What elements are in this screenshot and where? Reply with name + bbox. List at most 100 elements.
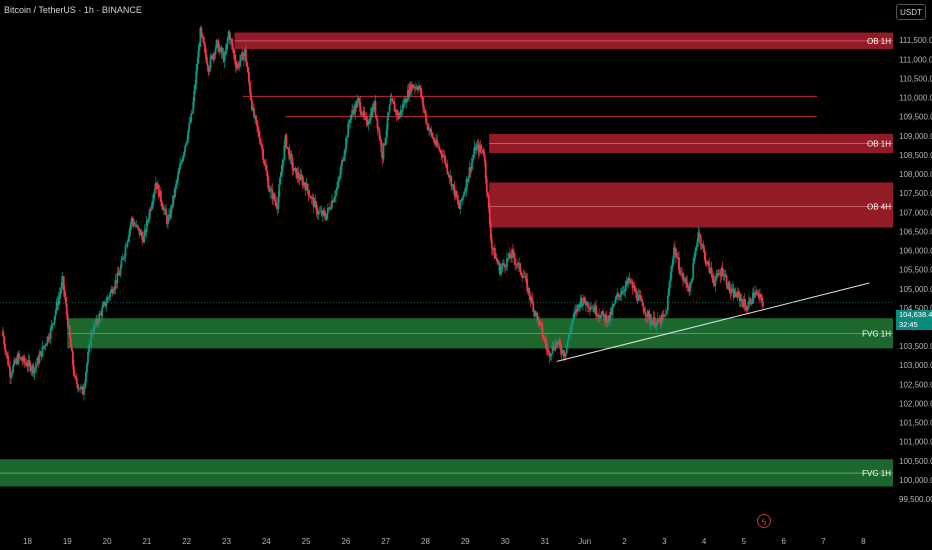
y-tick-label: 103,500.00	[899, 342, 932, 351]
y-tick-label: 106,000.00	[899, 247, 932, 256]
candle-body	[2, 330, 4, 337]
candle-body	[667, 287, 670, 296]
candle-body	[202, 36, 205, 43]
candle-body	[718, 273, 721, 275]
candle-body	[177, 173, 179, 181]
lightning-bolt-icon[interactable]: ϟ	[757, 514, 771, 528]
x-tick-label: 23	[222, 537, 231, 546]
candle-body	[681, 273, 683, 275]
candle-body	[469, 167, 472, 171]
candle-body	[701, 244, 704, 246]
candle-body	[256, 120, 258, 127]
candle-body	[131, 218, 134, 222]
candle-body	[192, 101, 195, 114]
candle-body	[162, 206, 164, 211]
candle-body	[281, 164, 284, 173]
candle-body	[700, 243, 703, 245]
candle-body	[564, 352, 567, 357]
candle-body	[705, 262, 708, 265]
candle-body	[719, 273, 722, 277]
candle-body	[7, 355, 9, 366]
candle-body	[534, 311, 537, 317]
candle-body	[366, 120, 369, 126]
candle-body	[126, 241, 129, 247]
candle-body	[645, 316, 648, 318]
candle-body	[8, 365, 10, 368]
candle-body	[628, 277, 631, 281]
candle-body	[503, 262, 505, 265]
candle-body	[163, 209, 165, 211]
candle-body	[744, 304, 747, 310]
y-tick-label: 107,500.00	[899, 189, 932, 198]
candle-body	[374, 101, 377, 115]
candle-body	[252, 108, 254, 110]
candle-body	[706, 261, 709, 265]
candle-body	[514, 258, 516, 264]
candle-body	[616, 293, 619, 298]
candle-body	[216, 40, 219, 42]
candle-body	[565, 345, 568, 353]
candle-body	[317, 211, 320, 215]
candle-body	[334, 196, 336, 199]
candle-body	[608, 315, 611, 322]
candle-body	[377, 128, 380, 130]
candle-body	[211, 55, 214, 60]
candle-body	[518, 263, 521, 264]
candle-body	[440, 150, 443, 155]
candle-body	[235, 66, 238, 68]
candle-body	[29, 363, 32, 371]
candle-body	[117, 272, 120, 275]
candle-body	[380, 141, 383, 153]
candle-body	[42, 346, 45, 348]
candle-body	[179, 163, 182, 170]
candle-body	[576, 304, 579, 312]
zone-label: FVG 1H	[862, 469, 891, 478]
candle-body	[433, 138, 436, 143]
candle-body	[414, 86, 417, 89]
candle-body	[239, 55, 242, 62]
candle-body	[637, 295, 640, 302]
candle-body	[63, 289, 66, 298]
candle-body	[738, 293, 741, 301]
candle-body	[52, 322, 55, 324]
candle-body	[444, 156, 447, 164]
candle-body	[148, 209, 151, 219]
candle-body	[258, 130, 260, 138]
candle-body	[429, 128, 431, 130]
candle-body	[522, 276, 525, 278]
candle-body	[270, 188, 273, 190]
candle-body	[311, 197, 314, 199]
candle-body	[732, 288, 735, 298]
candle-body	[169, 214, 171, 218]
candle-body	[79, 388, 81, 390]
candle-body	[12, 365, 15, 373]
candle-body	[275, 201, 278, 207]
candle-body	[654, 326, 657, 327]
candle-body	[532, 302, 535, 312]
candle-body	[657, 318, 660, 322]
x-tick-label: 6	[781, 537, 786, 546]
currency-button[interactable]: USDT	[896, 4, 926, 20]
candle-body	[308, 196, 311, 197]
candle-body	[476, 144, 479, 146]
candle-body	[341, 159, 343, 167]
candle-body	[225, 43, 228, 51]
candle-body	[404, 99, 407, 103]
candle-body	[748, 298, 751, 302]
x-tick-label: 20	[103, 537, 112, 546]
candle-body	[21, 360, 24, 362]
candle-body	[231, 43, 234, 50]
candle-body	[442, 155, 445, 158]
x-tick-label: Jun	[578, 537, 591, 546]
candle-body	[620, 294, 623, 296]
candle-body	[276, 206, 279, 210]
candle-body	[728, 282, 731, 292]
y-tick-label: 100,500.00	[899, 457, 932, 466]
candle-body	[5, 350, 7, 353]
candle-body	[152, 193, 155, 201]
candle-body	[599, 317, 601, 319]
candle-body	[658, 318, 661, 322]
candle-body	[10, 374, 13, 378]
candle-body	[259, 137, 261, 144]
